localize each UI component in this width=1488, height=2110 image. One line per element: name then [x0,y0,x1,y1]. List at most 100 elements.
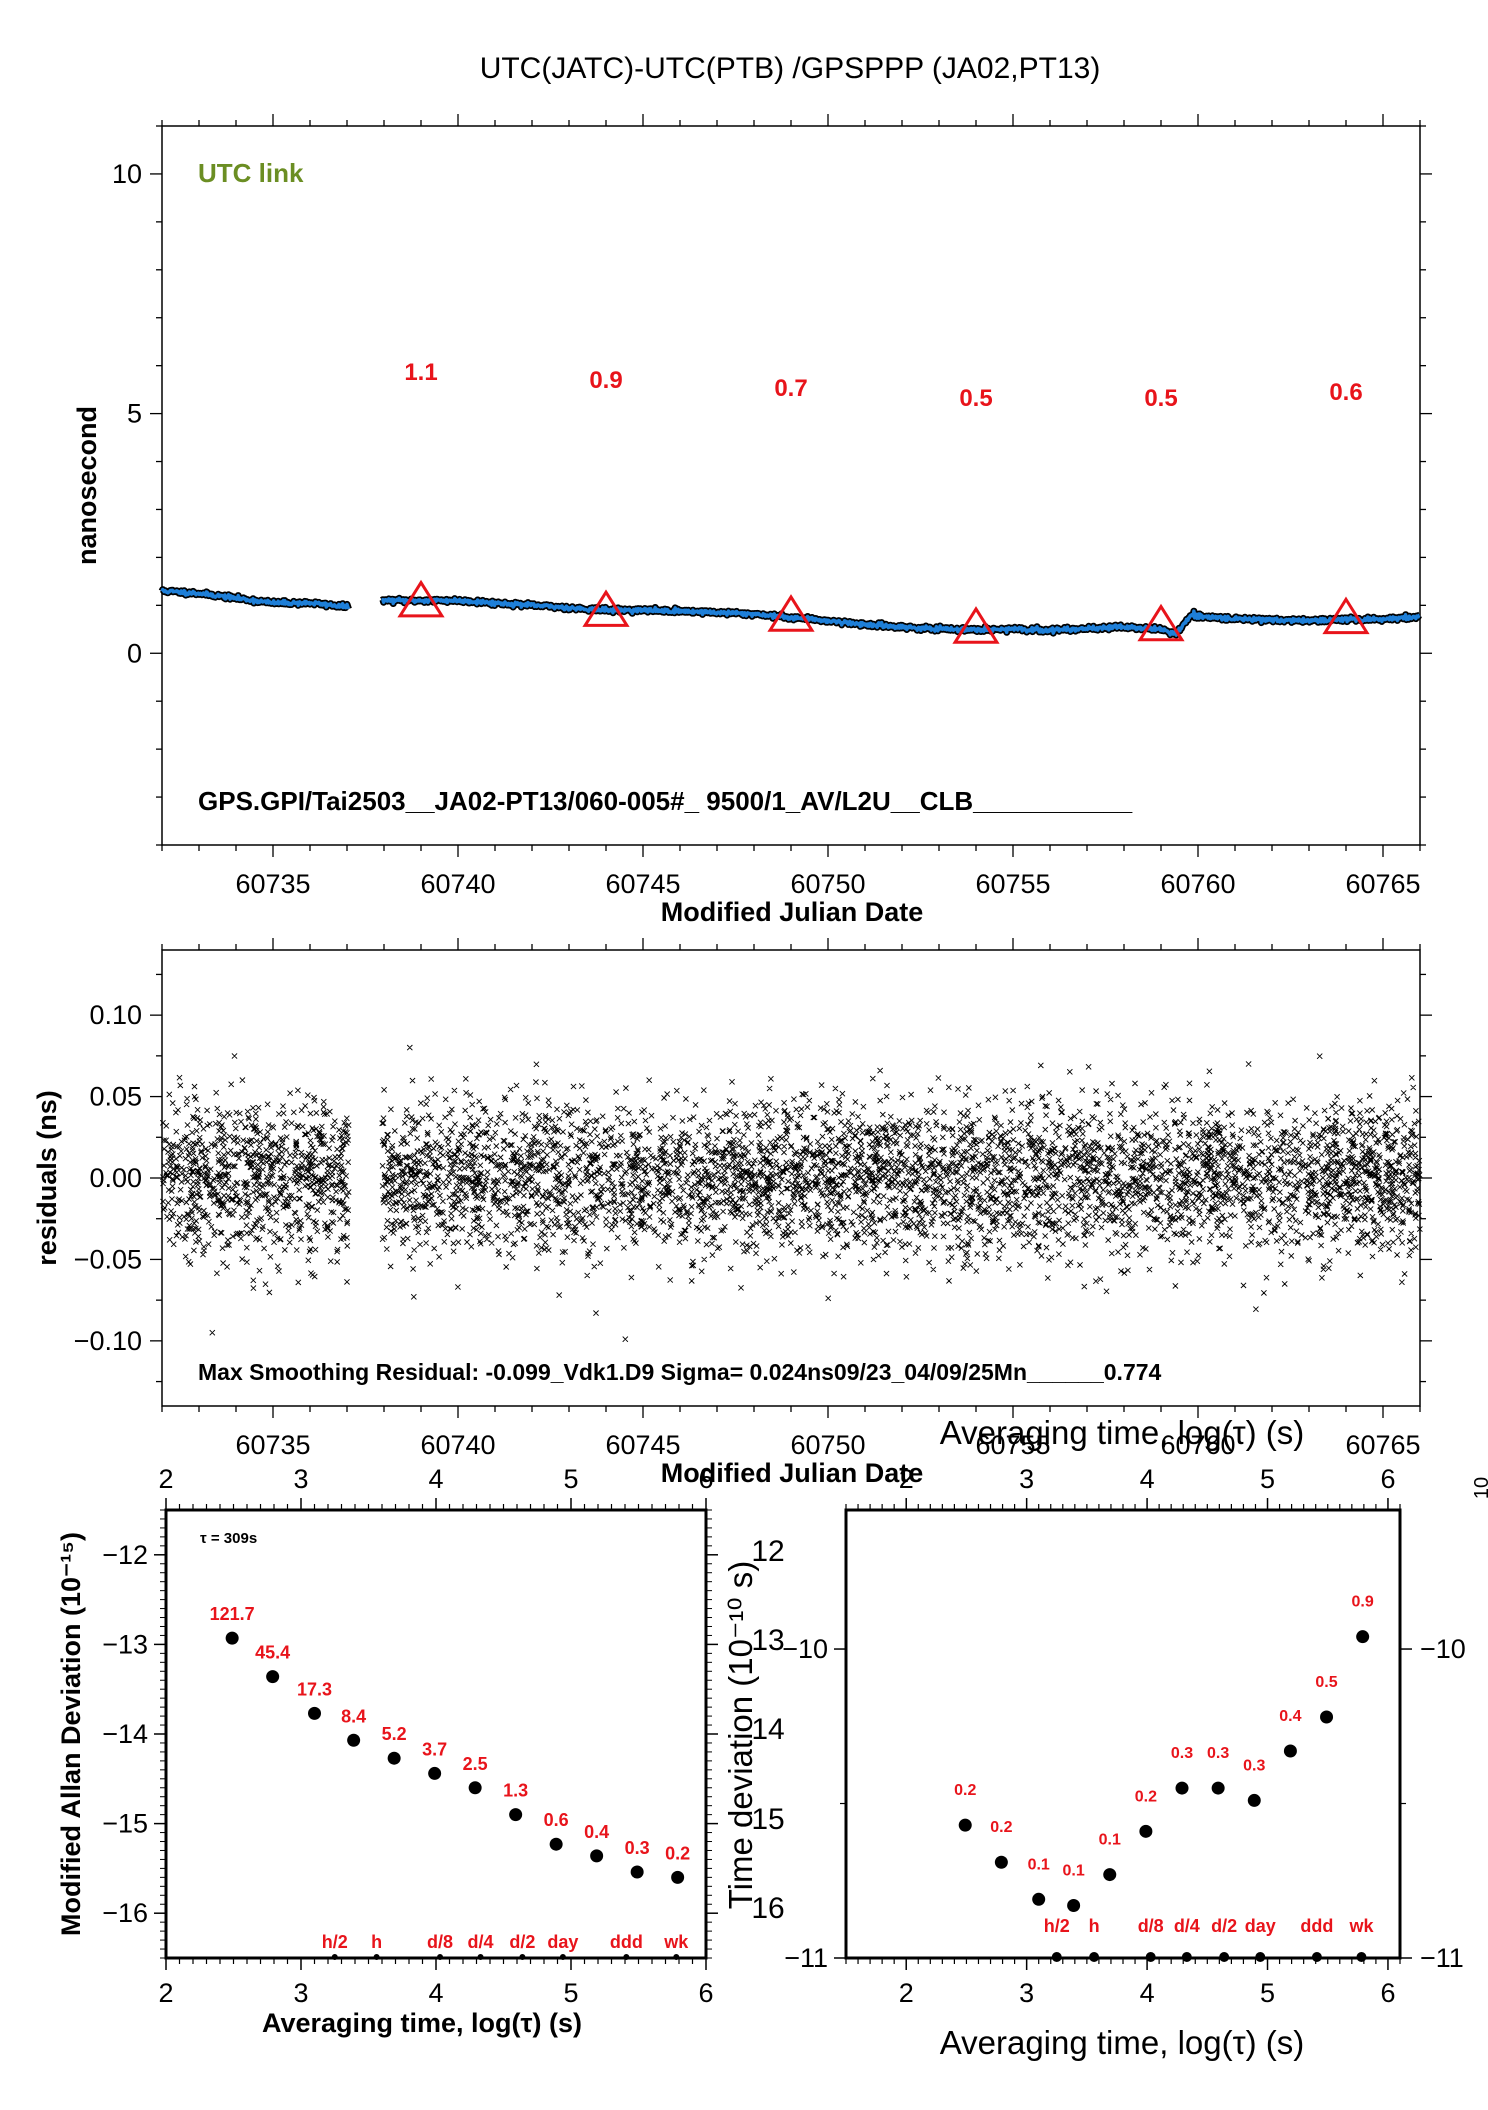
utc-link-label: UTC link [198,158,304,188]
tdev-time-mark [1311,1952,1322,1962]
tdev-time-mark-label: h/2 [1044,1916,1070,1936]
mad-time-mark-label: day [547,1932,578,1952]
mad-x-top-tick-label: 5 [563,1464,578,1494]
res-x-tick-label: 60750 [790,1430,865,1460]
mad-time-mark-label: wk [663,1932,689,1952]
tdev-y-tick-label: −10 [782,1634,828,1664]
mad-time-mark-label: ddd [610,1932,643,1952]
ts-x-tick-label: 60740 [420,869,495,899]
tdev-ghost-tick-label: 14 [751,1713,784,1746]
tdev-point [1139,1824,1153,1838]
ts-x-tick-label: 60750 [790,869,865,899]
ts-triangle-value: 0.6 [1329,379,1362,406]
tdev-point-label: 0.2 [1135,1788,1157,1805]
mod-allan-deviation-chart: 2 2 3 3 4 4 5 5 6 6 −16 −15 −14 −13 −12 Averaging time,… [56,1464,718,2038]
ts-triangle-marker [1322,596,1370,635]
mad-point-label: 0.4 [584,1822,609,1842]
mad-tau-note: τ = 309s [200,1530,257,1547]
mad-time-mark-label: d/8 [427,1932,453,1952]
ts-y-tick-label: 5 [127,399,142,429]
tdev-time-mark [1356,1952,1367,1962]
tdev-point-label: 0.2 [954,1782,976,1799]
ts-x-axis-label: Modified Julian Date [661,897,924,927]
mad-point-label: 0.2 [665,1843,690,1863]
res-x-tick-label: 60745 [605,1430,680,1460]
tdev-time-mark [1255,1952,1266,1962]
res-scatter-points [159,1044,1423,1343]
tdev-x-top-tick-label: 4 [1140,1464,1155,1494]
res-x-tick-label: 60755 [975,1430,1050,1460]
tdev-time-mark-label: d/4 [1174,1916,1200,1936]
tdev-point-label: 0.3 [1171,1745,1193,1762]
mad-time-mark [373,1954,380,1960]
tdev-point-label: 0.1 [1028,1856,1050,1873]
mad-point [347,1733,361,1747]
ts-y-tick-label: 10 [112,159,142,189]
res-x-tick-label: 60735 [235,1430,310,1460]
mad-point [590,1849,604,1863]
tdev-point [1320,1710,1334,1724]
mad-y-axis-label: Modified Allan Deviation (10⁻¹⁵) [56,1532,86,1936]
ts-triangle-value: 0.7 [774,375,807,402]
res-x-axis-label: Modified Julian Date [661,1458,924,1488]
tdev-ghost-tick-label: 15 [751,1803,784,1836]
mad-x-tick-label: 2 [158,1978,173,2008]
tdev-x-top-tick-label: 5 [1260,1464,1275,1494]
mad-time-mark [623,1954,630,1960]
mad-point-label: 1.3 [503,1781,528,1801]
mad-point-label: 2.5 [463,1754,488,1774]
tdev-x-axis-label: Averaging time, log(τ) (s) [940,2024,1305,2061]
ts-triangle-marker [767,594,815,632]
mad-point [308,1706,321,1720]
mad-x-top-tick-label: 3 [293,1464,308,1494]
ts-frame [161,125,1421,846]
mad-time-mark-label: h/2 [322,1932,348,1952]
ts-series-line [381,596,1421,637]
mad-y-tick-label: −13 [102,1629,148,1659]
ts-x-tick-label: 60735 [235,869,310,899]
res-footer-label: Max Smoothing Residual: -0.099_Vdk1.D9 S… [198,1359,1162,1385]
ts-triangle-marker [952,606,1000,644]
res-y-axis-label: residuals (ns) [32,1090,62,1266]
tdev-y-axis-label: Time deviation (10⁻¹⁰ s) [722,1561,759,1910]
tdev-ghost-tick-label: 16 [751,1892,784,1925]
mad-x-top-tick-label: 2 [158,1464,173,1494]
mad-point [509,1808,523,1822]
ts-y-tick-label: 0 [127,638,142,668]
tdev-y-tick-label: −11 [784,1943,828,1973]
tdev-point-label: 0.3 [1207,1745,1229,1762]
mad-y-tick-label: −16 [102,1898,148,1928]
tdev-point-label: 0.5 [1315,1674,1337,1691]
mad-point [671,1870,685,1884]
tdev-point [1247,1793,1261,1807]
ts-triangle-marker [397,579,445,618]
mad-y-tick-label: −12 [102,1540,148,1570]
tdev-point-label: 0.4 [1279,1708,1301,1725]
time-deviation-chart: 2 2 3 3 4 4 5 5 6 6 −11 −11 −10 −10 Averaging time, lo… [722,1414,1488,2061]
tdev-point [1175,1781,1189,1795]
ts-x-tick-label: 60760 [1160,869,1235,899]
tdev-time-mark [1089,1952,1100,1962]
ts-footer-label: GPS.GPI/Tai2503__JA02-PT13/060-005#_ 950… [198,786,1133,816]
mad-point-label: 45.4 [255,1643,290,1663]
tdev-x-tick-label: 5 [1260,1978,1275,2008]
res-y-tick-label: 0.10 [89,1000,142,1030]
ts-series-line [160,587,351,610]
tdev-time-mark-label: ddd [1300,1916,1333,1936]
tdev-point-label: 0.1 [1099,1832,1121,1849]
figure-title: UTC(JATC)-UTC(PTB) /GPSPPP (JA02,PT13) [480,52,1101,85]
mad-point-label: 8.4 [341,1706,366,1726]
tdev-y-tick-label-right: −10 [1420,1634,1466,1664]
tdev-point [1067,1898,1081,1912]
ts-triangle-marker [1137,603,1185,642]
mad-time-mark-label: d/4 [468,1932,494,1952]
mad-x-top-tick-label: 4 [428,1464,443,1494]
mad-point-label: 17.3 [297,1679,332,1699]
mad-point [468,1781,482,1795]
res-y-tick-label: −0.05 [74,1244,142,1274]
mad-point-label: 3.7 [422,1739,447,1759]
mad-x-top-tick-label: 6 [698,1464,713,1494]
ts-x-tick-label: 60745 [605,869,680,899]
ts-y-axis-label: nanosecond [72,406,102,565]
